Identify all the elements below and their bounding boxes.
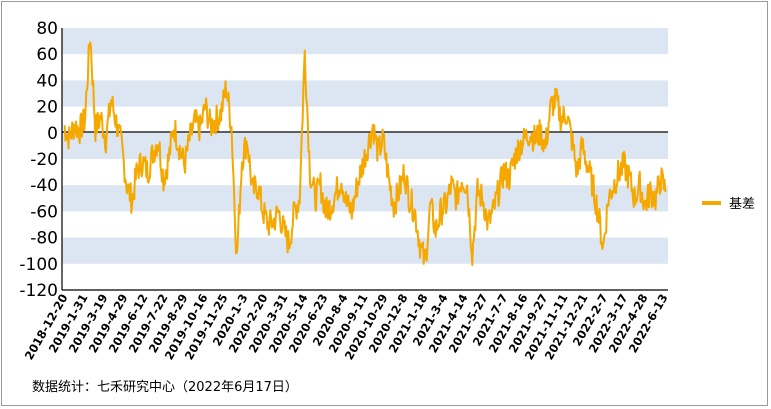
x-axis-ticks: 2018-12-202019-1-312019-3-192019-4-29201… [22, 292, 671, 363]
y-tick-label: -60 [30, 202, 58, 222]
legend-label: 基差 [729, 197, 755, 212]
y-tick-label: -40 [30, 176, 58, 196]
y-axis-ticks: 80 60 40 20 0 -20 -40 -60 -80 -100 -120 [19, 19, 58, 301]
y-tick-label: 60 [36, 45, 58, 65]
y-tick-label: 0 [47, 124, 58, 144]
grid-band [62, 28, 668, 55]
y-tick-label: -20 [30, 150, 58, 170]
grid-band [62, 237, 668, 264]
grid-band [62, 80, 668, 107]
y-tick-label: -120 [19, 281, 58, 301]
y-tick-label: -100 [19, 255, 58, 275]
y-tick-label: 40 [36, 71, 58, 91]
source-note: 数据统计：七禾研究中心（2022年6月17日） [32, 380, 298, 395]
y-tick-label: -80 [30, 229, 58, 249]
y-tick-label: 80 [36, 19, 58, 39]
y-tick-label: 20 [36, 98, 58, 118]
grid-band [62, 185, 668, 212]
series-line-jicha [63, 41, 667, 266]
legend: 基差 [702, 197, 755, 212]
series-group [63, 41, 667, 266]
